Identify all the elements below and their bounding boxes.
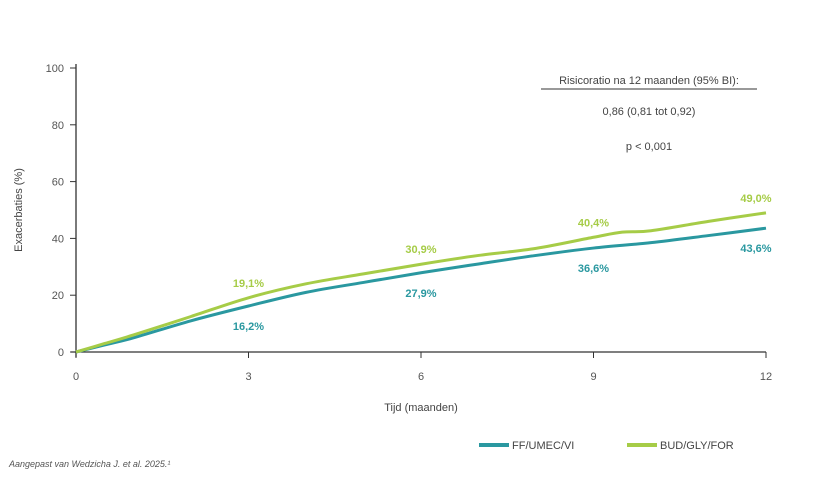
y-tick-label: 40 <box>52 233 64 245</box>
legend-label: FF/UMEC/VI <box>512 440 574 452</box>
annotation-p-value: p < 0,001 <box>626 141 672 153</box>
y-tick-label: 60 <box>52 177 64 189</box>
y-tick-label: 100 <box>46 63 64 75</box>
x-tick-label: 3 <box>245 371 251 383</box>
y-tick-label: 20 <box>52 290 64 302</box>
y-tick-label: 0 <box>58 347 64 359</box>
y-axis-label: Exacerbaties (%) <box>13 168 25 252</box>
x-tick-label: 9 <box>590 371 596 383</box>
annotation-title: Risicoratio na 12 maanden (95% BI): <box>559 75 739 87</box>
series-line-bud-gly-for <box>75 211 767 354</box>
legend-swatch <box>627 443 657 447</box>
x-tick-label: 6 <box>418 371 424 383</box>
series-line-ff-umec-vi <box>75 226 767 354</box>
x-axis-label: Tijd (maanden) <box>384 402 458 414</box>
data-label: 30,9% <box>405 244 436 256</box>
legend-swatch <box>479 443 509 447</box>
data-label: 43,6% <box>740 243 771 255</box>
data-label: 36,6% <box>578 263 609 275</box>
legend-label: BUD/GLY/FOR <box>660 440 734 452</box>
x-tick-label: 0 <box>73 371 79 383</box>
annotation-ratio: 0,86 (0,81 tot 0,92) <box>603 106 696 118</box>
x-tick-label: 12 <box>760 371 772 383</box>
data-label: 40,4% <box>578 217 609 229</box>
data-label: 27,9% <box>405 288 436 300</box>
data-label: 19,1% <box>233 278 264 290</box>
data-label: 49,0% <box>740 193 771 205</box>
data-label: 16,2% <box>233 321 264 333</box>
footnote: Aangepast van Wedzicha J. et al. 2025.¹ <box>9 459 171 469</box>
y-tick-label: 80 <box>52 120 64 132</box>
